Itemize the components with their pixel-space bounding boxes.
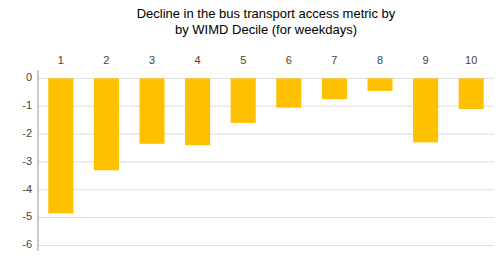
y-tick-label: -3 xyxy=(22,155,32,167)
bar xyxy=(185,78,210,145)
title-line: Decline in the bus transport access metr… xyxy=(137,6,396,21)
grid-line xyxy=(38,245,494,246)
x-tick-label: 2 xyxy=(103,54,109,66)
x-tick-label: 7 xyxy=(331,54,337,66)
title-line: by WIMD Decile (for weekdays) xyxy=(175,22,357,37)
y-axis-line xyxy=(38,70,39,251)
x-tick-label: 1 xyxy=(58,54,64,66)
bar xyxy=(459,78,484,109)
grid-line xyxy=(38,189,494,190)
bars xyxy=(48,78,483,213)
x-tick-label: 10 xyxy=(465,54,477,66)
x-tick-label: 9 xyxy=(423,54,429,66)
bar xyxy=(413,78,438,142)
x-tick-label: 3 xyxy=(149,54,155,66)
bar xyxy=(94,78,119,170)
y-tick-label: 0 xyxy=(26,71,32,83)
x-axis: 1 2 3 4 5 6 7 8 9 10 xyxy=(58,54,478,66)
y-tick-label: -5 xyxy=(22,210,32,222)
chart-svg: 0 -1 -2 -3 -4 -5 -6 1 2 3 4 5 6 7 8 9 10 Decline in the b… xyxy=(0,0,504,261)
y-tick-label: -4 xyxy=(22,183,32,195)
x-tick-label: 6 xyxy=(286,54,292,66)
bar xyxy=(48,78,73,213)
y-tick-label: -2 xyxy=(22,127,32,139)
x-tick-label: 5 xyxy=(240,54,246,66)
grid xyxy=(38,78,494,245)
bar xyxy=(139,78,164,143)
x-tick-label: 8 xyxy=(377,54,383,66)
grid-line xyxy=(38,217,494,218)
y-tick-label: -6 xyxy=(22,238,32,250)
chart-container: 0 -1 -2 -3 -4 -5 -6 1 2 3 4 5 6 7 8 9 10 Decline in the b… xyxy=(0,0,504,261)
y-tick-label: -1 xyxy=(22,99,32,111)
y-axis: 0 -1 -2 -3 -4 -5 -6 xyxy=(22,70,38,251)
x-tick-label: 4 xyxy=(195,54,201,66)
bar xyxy=(231,78,256,123)
title: Decline in the bus transport access metr… xyxy=(137,6,396,37)
bar xyxy=(322,78,347,99)
bar xyxy=(276,78,301,107)
bar xyxy=(367,78,392,91)
